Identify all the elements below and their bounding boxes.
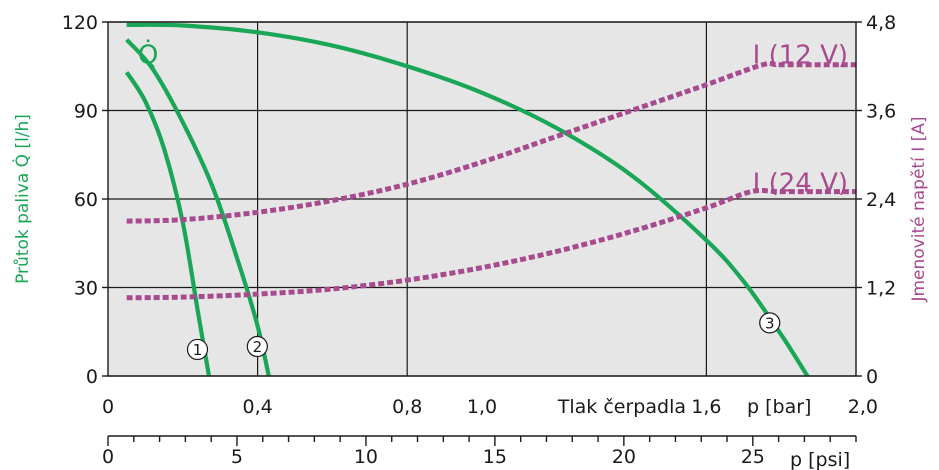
curve-number-circle [759, 312, 781, 334]
y-right-tick-label: 4,8 [866, 12, 896, 34]
x-bar-axis-label: Tlak čerpadla [557, 396, 686, 418]
y-right-tick-label: 1,2 [866, 278, 896, 300]
label-12v: I (12 V) [753, 40, 848, 70]
curve-number-label: 3 [765, 314, 775, 332]
y-left-tick-label: 0 [86, 366, 98, 388]
x-bar-tick-label: 0,8 [392, 396, 422, 418]
x-psi-tick-label: 25 [741, 446, 765, 468]
x-psi-tick-label: 5 [231, 446, 243, 468]
y-left-tick-label: 30 [74, 278, 98, 300]
x-psi-tick-label: 0 [102, 446, 114, 468]
x-bar-tick-label: 0,4 [242, 396, 272, 418]
curve-number-circle [186, 338, 209, 361]
y-right-tick-label: 2,4 [866, 189, 896, 211]
curve-number-circle [246, 335, 268, 358]
x-bar-tick-label: 2,0 [848, 396, 878, 418]
series-line-current-12v [126, 60, 856, 224]
y-right-axis-label: Jmenovité napětí I [A] [909, 116, 929, 302]
series-line-current-24v [126, 187, 856, 301]
y-left-tick-label: 90 [74, 101, 98, 123]
x-psi-tick-label: 15 [483, 446, 507, 468]
x-psi-tick-label: 20 [612, 446, 636, 468]
x-bar-tick-label: 1,0 [467, 396, 497, 418]
y-left-axis-label: Průtok paliva Q̇ [l/h] [12, 114, 33, 284]
series-line-flow-1 [124, 71, 212, 377]
curve-number-label: 1 [193, 341, 203, 359]
series-line-flow-2 [125, 38, 271, 377]
series-line-flow-3 [126, 22, 810, 378]
x-bar-unit: p [bar] [747, 396, 811, 418]
x-bar-tick-label: 1,6 [691, 396, 721, 418]
y-left-tick-label: 120 [62, 12, 98, 34]
curve-number-label: 2 [253, 338, 263, 356]
label-24v: I (24 V) [753, 169, 848, 199]
flow-symbol-label: Q̇ [138, 39, 158, 71]
y-right-tick-label: 3,6 [866, 101, 896, 123]
x-psi-tick-label: 10 [354, 446, 378, 468]
x-bar-tick-label: 0 [102, 396, 114, 418]
y-right-tick-label: 0 [866, 366, 878, 388]
y-left-tick-label: 60 [74, 189, 98, 211]
x-psi-unit: p [psi] [790, 449, 850, 470]
